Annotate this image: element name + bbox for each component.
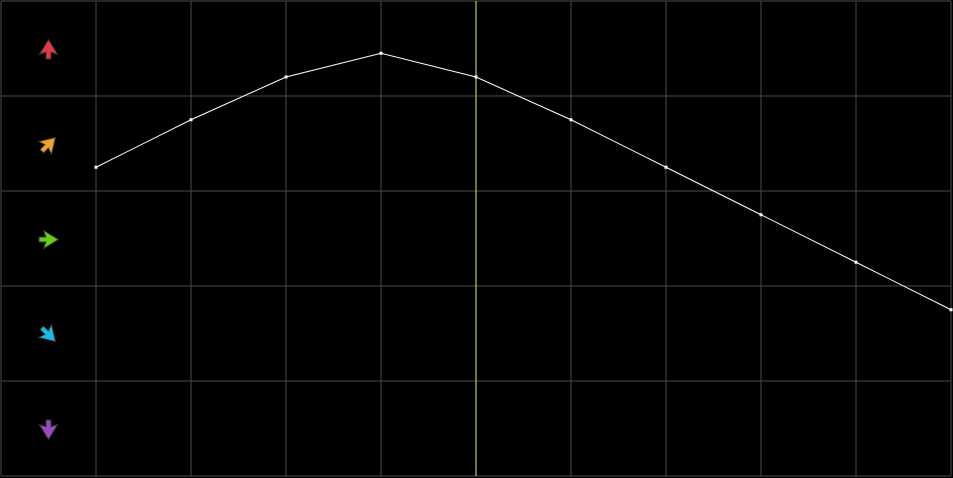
data-point	[949, 308, 953, 312]
data-point	[474, 75, 478, 79]
arrow-down-icon-shape	[38, 419, 59, 441]
arrow-down-right-icon-shape	[37, 323, 57, 343]
data-point	[569, 118, 573, 122]
arrow-right-icon	[38, 229, 60, 250]
arrow-down-icon	[38, 419, 59, 441]
data-point	[759, 213, 763, 217]
data-point	[854, 260, 858, 264]
arrow-down-right-icon	[37, 323, 57, 343]
series-line	[95, 52, 952, 311]
arrow-up-icon-shape	[38, 38, 59, 60]
arrow-up-right-icon-shape	[37, 136, 57, 156]
data-point	[379, 51, 383, 55]
arrow-right-icon-shape	[38, 229, 60, 250]
data-point	[664, 165, 668, 169]
arrow-up-icon	[38, 38, 59, 60]
data-point	[284, 75, 288, 79]
data-point	[94, 165, 98, 169]
arrow-up-right-icon	[37, 136, 57, 156]
data-point	[189, 118, 193, 122]
